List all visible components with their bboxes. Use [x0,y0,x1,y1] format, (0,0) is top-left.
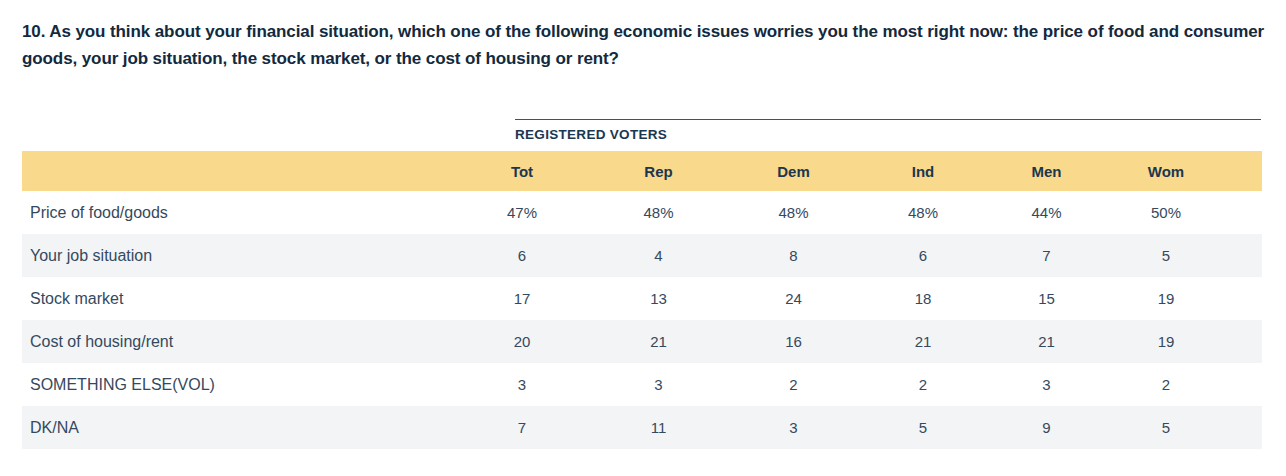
table-row: Stock market171324181519 [22,277,1262,320]
poll-results-page: 10. As you think about your financial si… [0,0,1286,476]
column-header-dem: Dem [727,163,860,180]
value-cell: 47% [454,204,590,221]
value-cell: 48% [590,204,727,221]
value-cell: 7 [986,247,1107,264]
column-header-wom: Wom [1107,163,1225,180]
table-row: Price of food/goods47%48%48%48%44%50% [22,191,1262,234]
value-cell: 17 [454,290,590,307]
row-label: SOMETHING ELSE(VOL) [22,376,454,394]
value-cell: 6 [860,247,986,264]
value-cell: 15 [986,290,1107,307]
value-cell: 2 [727,376,860,393]
table-row: Cost of housing/rent202116212119 [22,320,1262,363]
value-cell: 48% [860,204,986,221]
column-header-ind: Ind [860,163,986,180]
group-header: REGISTERED VOTERS [515,119,1261,142]
question-text: 10. As you think about your financial si… [22,18,1268,72]
table-body: Price of food/goods47%48%48%48%44%50%You… [22,191,1262,449]
value-cell: 3 [727,419,860,436]
value-cell: 5 [860,419,986,436]
row-label: Your job situation [22,247,454,265]
value-cell: 21 [986,333,1107,350]
row-label: Cost of housing/rent [22,333,454,351]
table-header-row: TotRepDemIndMenWom [22,151,1262,191]
value-cell: 3 [590,376,727,393]
table-row: Your job situation648675 [22,234,1262,277]
value-cell: 3 [986,376,1107,393]
value-cell: 19 [1107,290,1225,307]
table-row: DK/NA7113595 [22,406,1262,449]
column-header-tot: Tot [454,163,590,180]
group-header-label: REGISTERED VOTERS [515,127,667,142]
value-cell: 18 [860,290,986,307]
value-cell: 50% [1107,204,1225,221]
value-cell: 5 [1107,247,1225,264]
value-cell: 8 [727,247,860,264]
table-row: SOMETHING ELSE(VOL)332232 [22,363,1262,406]
value-cell: 3 [454,376,590,393]
value-cell: 21 [590,333,727,350]
row-label: DK/NA [22,419,454,437]
value-cell: 5 [1107,419,1225,436]
row-label: Price of food/goods [22,204,454,222]
value-cell: 2 [1107,376,1225,393]
column-header-rep: Rep [590,163,727,180]
value-cell: 9 [986,419,1107,436]
value-cell: 19 [1107,333,1225,350]
value-cell: 6 [454,247,590,264]
value-cell: 21 [860,333,986,350]
row-label: Stock market [22,290,454,308]
value-cell: 2 [860,376,986,393]
results-table: REGISTERED VOTERS TotRepDemIndMenWom Pri… [22,119,1262,449]
value-cell: 24 [727,290,860,307]
value-cell: 11 [590,419,727,436]
value-cell: 48% [727,204,860,221]
value-cell: 4 [590,247,727,264]
value-cell: 20 [454,333,590,350]
value-cell: 44% [986,204,1107,221]
column-header-men: Men [986,163,1107,180]
value-cell: 16 [727,333,860,350]
value-cell: 7 [454,419,590,436]
value-cell: 13 [590,290,727,307]
